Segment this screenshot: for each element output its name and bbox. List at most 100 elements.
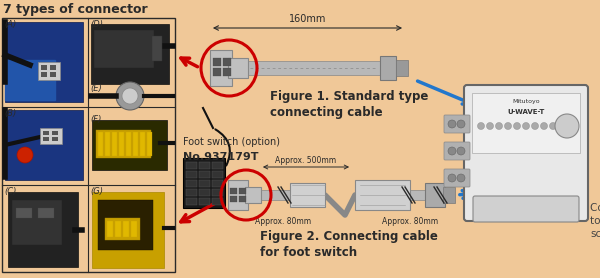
Bar bbox=[230, 188, 237, 194]
Bar bbox=[50, 72, 56, 77]
FancyBboxPatch shape bbox=[8, 192, 78, 267]
Text: (B): (B) bbox=[4, 109, 16, 118]
Bar bbox=[140, 132, 145, 156]
Bar bbox=[228, 180, 248, 210]
Bar bbox=[16, 208, 32, 218]
Bar bbox=[50, 65, 56, 70]
Circle shape bbox=[448, 147, 456, 155]
Text: Figure 1. Standard type
connecting cable: Figure 1. Standard type connecting cable bbox=[270, 90, 428, 119]
Circle shape bbox=[496, 123, 503, 130]
Bar bbox=[41, 72, 47, 77]
Bar bbox=[212, 180, 223, 187]
Text: Approx. 80mm: Approx. 80mm bbox=[382, 217, 438, 226]
Bar bbox=[115, 221, 121, 237]
Circle shape bbox=[478, 123, 485, 130]
Bar bbox=[443, 187, 455, 203]
FancyBboxPatch shape bbox=[290, 183, 325, 207]
Bar bbox=[98, 132, 103, 156]
FancyBboxPatch shape bbox=[5, 110, 83, 180]
Text: (D): (D) bbox=[90, 20, 103, 29]
Bar bbox=[105, 132, 110, 156]
Text: 7 types of connector: 7 types of connector bbox=[3, 3, 148, 16]
Bar bbox=[126, 132, 131, 156]
FancyBboxPatch shape bbox=[92, 120, 167, 170]
Bar bbox=[210, 50, 232, 86]
FancyBboxPatch shape bbox=[444, 142, 470, 160]
Bar bbox=[223, 68, 231, 76]
Bar bbox=[199, 189, 210, 196]
Circle shape bbox=[116, 82, 144, 110]
Bar bbox=[245, 61, 380, 75]
Bar bbox=[410, 190, 425, 200]
Bar bbox=[213, 68, 221, 76]
Text: Figure 2. Connecting cable
for foot switch: Figure 2. Connecting cable for foot swit… bbox=[260, 230, 438, 259]
Text: (G): (G) bbox=[90, 187, 103, 196]
FancyBboxPatch shape bbox=[94, 30, 154, 68]
FancyBboxPatch shape bbox=[38, 62, 60, 80]
Bar bbox=[43, 137, 49, 141]
Circle shape bbox=[550, 123, 557, 130]
Bar bbox=[212, 162, 223, 169]
Bar bbox=[230, 196, 237, 202]
Circle shape bbox=[122, 88, 138, 104]
Bar bbox=[186, 198, 197, 205]
Circle shape bbox=[448, 174, 456, 182]
Circle shape bbox=[505, 123, 511, 130]
Bar bbox=[186, 171, 197, 178]
FancyBboxPatch shape bbox=[464, 85, 588, 221]
Bar bbox=[38, 208, 54, 218]
Text: 160mm: 160mm bbox=[289, 14, 326, 24]
FancyBboxPatch shape bbox=[96, 130, 151, 158]
Bar bbox=[260, 190, 290, 200]
Bar bbox=[212, 171, 223, 178]
Text: U-WAVE-T: U-WAVE-T bbox=[508, 109, 545, 115]
Bar bbox=[147, 132, 152, 156]
Circle shape bbox=[457, 174, 465, 182]
Polygon shape bbox=[5, 60, 55, 100]
Bar bbox=[133, 132, 138, 156]
Text: Approx. 500mm: Approx. 500mm bbox=[275, 156, 337, 165]
Text: Connector attached
to U-WAVE-T by 2
screws: Connector attached to U-WAVE-T by 2 scre… bbox=[590, 203, 600, 239]
Bar bbox=[199, 162, 210, 169]
FancyBboxPatch shape bbox=[12, 200, 62, 245]
FancyBboxPatch shape bbox=[91, 24, 169, 84]
FancyBboxPatch shape bbox=[355, 180, 410, 210]
Circle shape bbox=[487, 123, 493, 130]
FancyBboxPatch shape bbox=[92, 192, 164, 268]
Bar bbox=[119, 132, 124, 156]
FancyBboxPatch shape bbox=[444, 169, 470, 187]
Text: (A): (A) bbox=[4, 20, 16, 29]
Bar bbox=[396, 60, 408, 76]
Circle shape bbox=[457, 147, 465, 155]
Bar bbox=[123, 221, 129, 237]
Text: (E): (E) bbox=[90, 84, 102, 93]
Bar bbox=[107, 221, 113, 237]
FancyBboxPatch shape bbox=[444, 115, 470, 133]
Text: No.937179T: No.937179T bbox=[183, 152, 259, 162]
Bar bbox=[239, 196, 246, 202]
Bar bbox=[52, 131, 58, 135]
Bar bbox=[186, 180, 197, 187]
Bar bbox=[52, 137, 58, 141]
Bar bbox=[380, 56, 396, 80]
Circle shape bbox=[457, 120, 465, 128]
Text: Foot switch (option): Foot switch (option) bbox=[183, 137, 280, 147]
Bar bbox=[223, 58, 231, 66]
FancyBboxPatch shape bbox=[473, 196, 579, 222]
Circle shape bbox=[541, 123, 548, 130]
FancyBboxPatch shape bbox=[425, 183, 445, 207]
Text: (F): (F) bbox=[90, 115, 101, 124]
Circle shape bbox=[532, 123, 539, 130]
Bar bbox=[112, 132, 117, 156]
Bar bbox=[245, 187, 261, 203]
Bar bbox=[186, 189, 197, 196]
Bar bbox=[239, 188, 246, 194]
FancyBboxPatch shape bbox=[152, 36, 162, 61]
Text: Mitutoyo: Mitutoyo bbox=[512, 100, 540, 105]
Circle shape bbox=[448, 120, 456, 128]
Bar bbox=[199, 198, 210, 205]
FancyBboxPatch shape bbox=[5, 22, 83, 102]
Circle shape bbox=[523, 123, 530, 130]
Bar bbox=[2, 18, 175, 272]
FancyBboxPatch shape bbox=[105, 218, 140, 240]
